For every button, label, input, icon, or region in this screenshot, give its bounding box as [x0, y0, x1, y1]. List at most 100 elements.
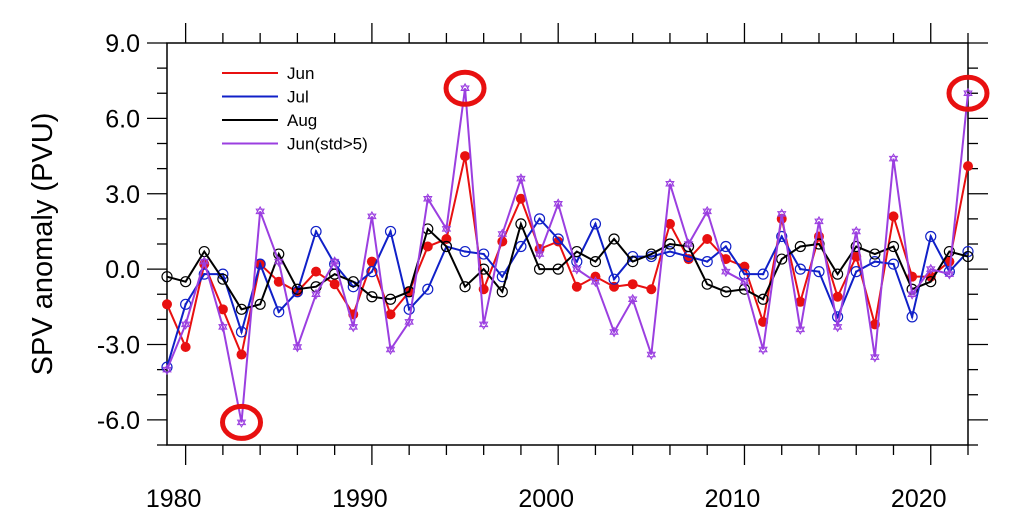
- star-marker: [702, 205, 712, 215]
- star-marker: [758, 344, 768, 353]
- data-point: [702, 233, 713, 244]
- star-marker: [888, 153, 899, 162]
- marker-dot: [594, 222, 597, 226]
- data-point: [533, 263, 546, 275]
- star-marker: [683, 238, 694, 247]
- highlight-circle: [220, 403, 264, 441]
- y-tick-label: -6.0: [97, 407, 140, 435]
- data-point: [422, 241, 433, 252]
- star-marker: [516, 173, 526, 182]
- star-marker: [795, 323, 806, 333]
- data-point: [850, 240, 862, 253]
- legend-item: Jun(std>5): [222, 135, 368, 154]
- star-marker: [907, 288, 917, 297]
- data-point: [217, 273, 229, 285]
- marker-dot: [240, 330, 243, 334]
- data-point: [589, 255, 602, 268]
- data-point: [404, 316, 414, 328]
- star-marker: [274, 258, 284, 268]
- marker-ring: [552, 233, 564, 245]
- data-point: [515, 240, 527, 253]
- star-marker: [218, 324, 228, 333]
- data-point: [589, 218, 602, 230]
- marker-dot: [650, 255, 653, 258]
- data-point: [384, 293, 397, 305]
- marker-dot: [575, 260, 579, 263]
- data-point: [235, 326, 248, 338]
- star-marker: [423, 193, 433, 202]
- marker-dot: [836, 315, 839, 319]
- marker-ring: [776, 230, 788, 243]
- star-marker: [907, 291, 917, 300]
- data-point: [963, 161, 973, 172]
- marker-ring: [403, 303, 415, 315]
- data-point: [329, 256, 340, 268]
- data-point: [422, 283, 434, 295]
- star-marker: [311, 288, 321, 297]
- data-point: [515, 218, 527, 230]
- data-point: [757, 268, 769, 280]
- x-tick-label: 1980: [146, 485, 202, 513]
- legend-item: Jul: [222, 88, 309, 107]
- star-marker: [925, 263, 936, 272]
- data-point: [571, 281, 582, 292]
- star-marker: [944, 268, 955, 277]
- marker-dot: [389, 230, 392, 233]
- star-marker: [814, 215, 824, 225]
- marker-ring: [869, 255, 881, 268]
- data-point: [218, 321, 228, 333]
- data-point: [645, 248, 657, 260]
- star-marker: [925, 266, 936, 275]
- data-point: [516, 173, 526, 185]
- legend-label: Jun: [287, 64, 314, 83]
- data-point: [534, 248, 545, 260]
- marker-ring: [794, 263, 806, 275]
- star-marker: [739, 276, 750, 285]
- star-marker: [870, 354, 880, 363]
- marker-dot: [203, 272, 206, 276]
- data-point: [180, 276, 192, 288]
- data-point: [553, 236, 564, 247]
- star-marker: [329, 258, 340, 268]
- marker-dot: [706, 260, 709, 263]
- data-point: [161, 271, 173, 283]
- marker-dot: [799, 267, 802, 271]
- highlight-circle: [946, 74, 990, 112]
- data-point: [887, 240, 900, 253]
- star-marker: [311, 291, 321, 300]
- marker-ring: [757, 268, 769, 280]
- data-point: [906, 311, 918, 323]
- star-marker: [795, 326, 806, 335]
- data-point: [347, 276, 359, 288]
- marker-dot: [929, 235, 932, 238]
- data-point: [198, 268, 210, 280]
- data-point: [963, 87, 973, 99]
- marker-dot: [724, 245, 728, 248]
- data-point: [590, 276, 601, 288]
- star-marker: [534, 248, 545, 257]
- star-marker: [590, 278, 601, 288]
- x-tick-label: 1990: [332, 485, 388, 513]
- y-axis-label: SPV anomaly (PVU): [27, 113, 59, 376]
- marker-dot: [314, 230, 318, 233]
- marker-ring: [813, 266, 825, 278]
- data-point: [627, 279, 638, 290]
- marker-dot: [761, 272, 765, 276]
- data-point: [235, 303, 248, 315]
- star-marker: [255, 205, 265, 215]
- y-tick-label: 6.0: [105, 105, 140, 133]
- star-marker: [944, 271, 955, 280]
- data-point: [757, 293, 769, 305]
- data-point: [608, 273, 620, 285]
- data-point: [162, 364, 172, 376]
- star-marker: [516, 175, 526, 185]
- data-point: [217, 304, 228, 315]
- marker-ring: [310, 225, 322, 238]
- data-point: [721, 266, 731, 278]
- star-marker: [497, 231, 508, 240]
- data-point: [776, 208, 787, 220]
- star-marker: [274, 256, 284, 265]
- annotations: [220, 69, 990, 441]
- data-point: [683, 238, 694, 250]
- data-point: [460, 82, 470, 94]
